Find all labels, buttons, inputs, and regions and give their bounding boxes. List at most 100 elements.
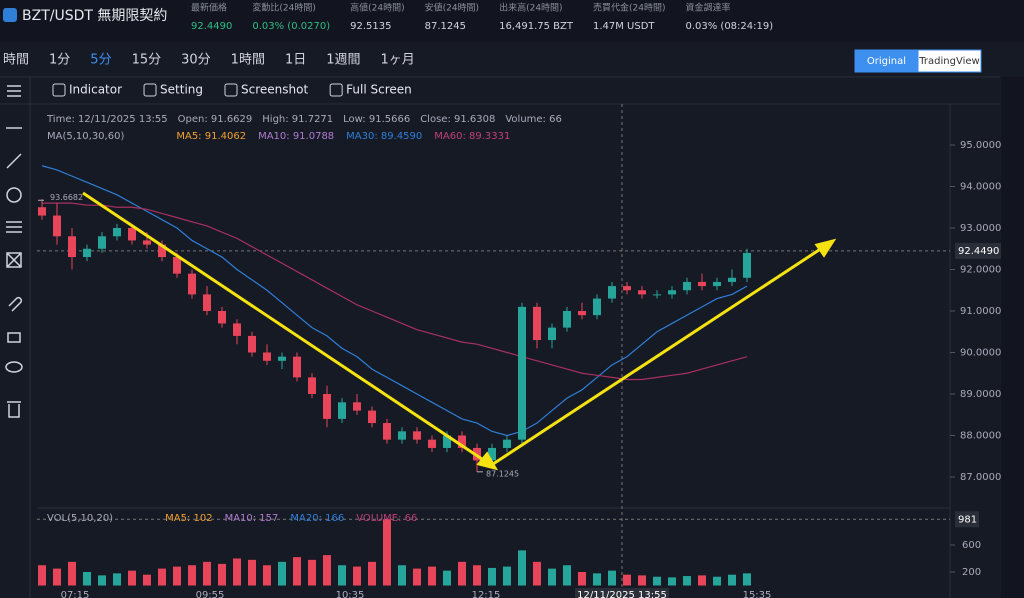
volume-bar [548,568,556,586]
y-tick-label: 89.0000 [960,389,1001,400]
arrow-head [814,238,837,258]
candle-body [38,207,46,216]
volume-bar [113,573,121,586]
volume-bar [713,576,721,586]
candle-body [608,286,616,299]
stat-value: 87.1245 [425,21,466,32]
candle-body [428,439,436,448]
candle-body [113,228,121,237]
timeframe[interactable]: 1週間 [326,53,360,68]
timeframe[interactable]: 時間 [3,53,29,68]
volume-bar [128,570,136,586]
volume-bar [323,555,331,586]
volume-bar [353,566,361,586]
candle-body [698,281,706,287]
ohlc-info: Low: 91.5666 [343,114,410,125]
toolbar-button[interactable]: Full Screen [346,83,412,97]
candle-body [623,286,631,291]
x-tick-label: 09:55 [196,590,225,598]
pair-title[interactable]: BZT/USDT 無期限契約 [22,8,167,24]
volume-bar [218,563,226,586]
drawing-tools[interactable] [5,85,23,418]
legend-item: MA5: 91.4062 [176,131,246,142]
volume-bar [458,561,466,586]
volume-bar [518,550,526,586]
volume-bar [173,566,181,586]
tool-icon[interactable] [8,296,23,312]
timeframe[interactable]: 15分 [132,53,162,68]
volume-bar [443,570,451,586]
candle-body [128,228,136,241]
candle-body [458,435,466,448]
tool-icon[interactable] [7,332,21,343]
toolbar-icon[interactable] [143,83,157,97]
view-button-label[interactable]: Original [867,56,906,67]
candle-body [563,311,571,328]
volume-bar [98,575,106,586]
volume-bar [248,559,256,586]
candle-body [638,290,646,295]
volume-bar [533,561,541,586]
tool-icon[interactable] [7,85,21,97]
timeframe[interactable]: 30分 [181,53,211,68]
orderbook-panel [1001,77,1024,598]
vol-tick-label: 200 [962,567,981,578]
candle-body [743,252,751,278]
last-price-label: 92.4490 [958,246,999,257]
tool-icon[interactable] [7,401,21,418]
legend-item: VOLUME: 66 [356,513,417,524]
candle-body [413,431,421,440]
candle-body [308,377,316,394]
candle-body [368,410,376,424]
toolbar-icon[interactable] [329,83,343,97]
y-tick-label: 92.0000 [960,265,1001,276]
timeframe[interactable]: 1時間 [231,53,265,68]
volume-bar [398,565,406,586]
tool-icon[interactable] [6,221,22,233]
toolbar-button[interactable]: Screenshot [241,83,308,97]
ma-line [41,165,748,437]
tool-icon[interactable] [6,153,22,169]
last-price-tag [955,242,1001,259]
volume-bar [683,576,691,586]
timeframe[interactable]: 1分 [49,53,70,68]
view-button-label[interactable]: TradingView [918,56,979,67]
candle-body [233,323,241,336]
x-tick-label: 10:35 [336,590,365,598]
volume-bar [473,565,481,586]
toolbar-icon[interactable] [224,83,238,97]
ohlc-info: Close: 91.6308 [420,114,495,125]
tool-icon[interactable] [5,361,23,373]
volume-bar [428,566,436,586]
timeframe[interactable]: 5分 [90,53,111,68]
candle-body [578,311,586,316]
volume-bar [413,568,421,586]
toolbar-button[interactable]: Indicator [69,83,122,97]
legend-title: MA(5,10,30,60) [47,131,124,142]
stat-value: 16,491.75 BZT [499,21,574,32]
ohlc-info: Volume: 66 [505,114,561,125]
logo [3,8,17,22]
y-tick-label: 94.0000 [960,182,1001,193]
timeframe[interactable]: 1ヶ月 [381,53,415,68]
volume-bar [593,573,601,586]
candle-body [278,356,286,361]
volume-bar [278,561,286,586]
toolbar-icon[interactable] [52,83,66,97]
candle-body [443,435,451,448]
stat-label: 安値(24時間) [425,2,479,14]
toolbar-button[interactable]: Setting [160,83,203,97]
candle-body [398,431,406,440]
candle-body [593,298,601,316]
view-button[interactable] [917,49,982,73]
tool-icon[interactable] [6,187,22,203]
timeframe[interactable]: 1日 [285,53,306,68]
candle-body [323,394,331,419]
volume-bar [653,576,661,586]
tool-icon[interactable] [6,252,22,268]
stat-value: 92.4490 [191,21,232,32]
volume-bar [623,574,631,586]
legend-item: MA10: 157 [225,513,279,524]
trend-arrows [82,191,837,471]
